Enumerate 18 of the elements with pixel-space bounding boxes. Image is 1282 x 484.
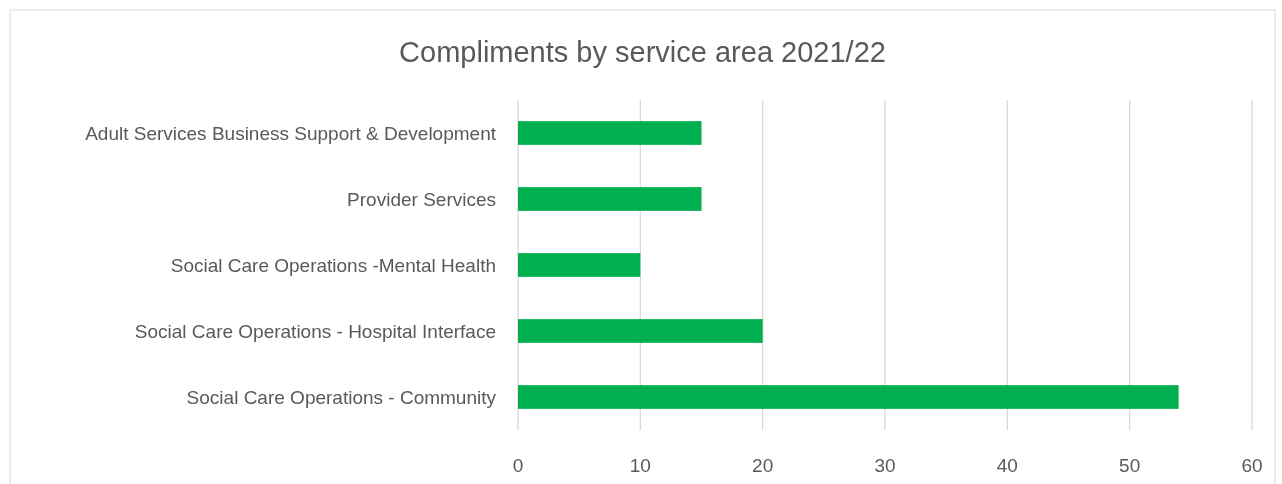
x-tick-label: 30 xyxy=(874,455,896,476)
bar xyxy=(518,385,1179,409)
bar xyxy=(518,187,702,211)
x-tick-label: 60 xyxy=(1241,455,1263,476)
y-tick-label: Social Care Operations - Community xyxy=(186,386,497,408)
y-tick-label: Social Care Operations -Mental Health xyxy=(170,254,496,276)
bar xyxy=(518,121,702,145)
x-tick-label: 10 xyxy=(629,455,651,476)
y-tick-label: Social Care Operations - Hospital Interface xyxy=(134,320,496,342)
chart-title: Compliments by service area 2021/22 xyxy=(399,36,886,68)
bar xyxy=(518,319,763,343)
x-tick-label: 20 xyxy=(752,455,774,476)
bar xyxy=(518,253,641,277)
x-tick-label: 50 xyxy=(1119,455,1141,476)
x-tick-label: 0 xyxy=(512,455,524,476)
y-tick-label: Provider Services xyxy=(347,188,496,210)
x-tick-label: 40 xyxy=(996,455,1018,476)
y-tick-label: Adult Services Business Support & Development xyxy=(85,122,497,144)
